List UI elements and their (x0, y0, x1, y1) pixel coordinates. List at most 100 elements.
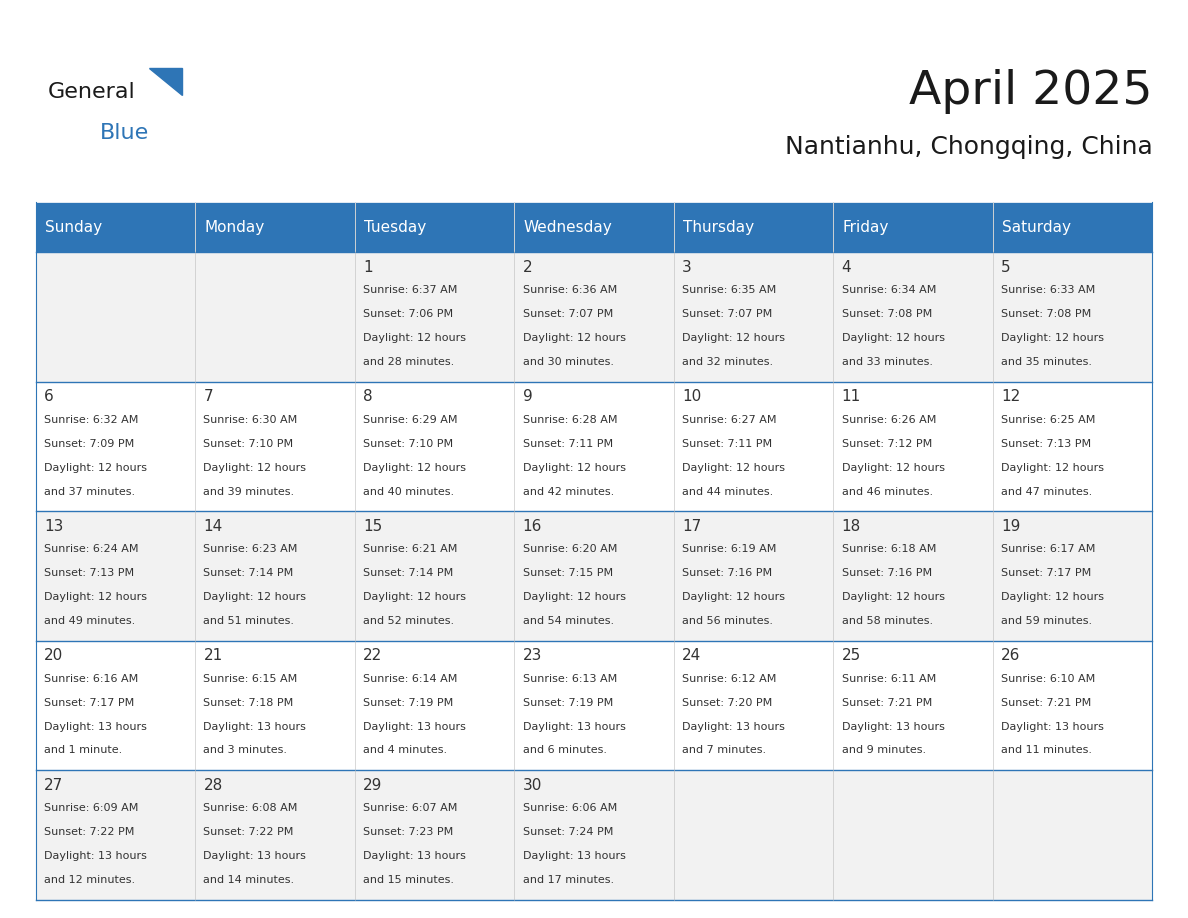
Bar (514, 382, 674, 511)
Text: Daylight: 12 hours: Daylight: 12 hours (682, 333, 785, 343)
Text: 11: 11 (841, 389, 861, 404)
Text: and 54 minutes.: and 54 minutes. (523, 616, 614, 626)
Bar (674, 252, 833, 382)
Text: Daylight: 12 hours: Daylight: 12 hours (203, 463, 307, 473)
Bar (674, 511, 833, 641)
Bar (36, 641, 195, 770)
Text: and 11 minutes.: and 11 minutes. (1001, 745, 1092, 756)
Text: Sunrise: 6:14 AM: Sunrise: 6:14 AM (364, 674, 457, 684)
Text: Sunrise: 6:33 AM: Sunrise: 6:33 AM (1001, 285, 1095, 296)
Text: 18: 18 (841, 519, 861, 533)
Text: Sunrise: 6:11 AM: Sunrise: 6:11 AM (841, 674, 936, 684)
Bar (195, 511, 355, 641)
Bar (674, 770, 833, 900)
Text: Friday: Friday (842, 219, 889, 235)
Text: Daylight: 12 hours: Daylight: 12 hours (523, 592, 626, 602)
Text: Sunset: 7:14 PM: Sunset: 7:14 PM (203, 568, 293, 578)
Text: Sunrise: 6:29 AM: Sunrise: 6:29 AM (364, 415, 457, 425)
Text: Daylight: 13 hours: Daylight: 13 hours (44, 722, 147, 732)
Text: and 52 minutes.: and 52 minutes. (364, 616, 454, 626)
Bar (993, 641, 1152, 770)
Bar (993, 382, 1152, 511)
Bar (833, 641, 993, 770)
Text: 24: 24 (682, 648, 701, 663)
Text: Sunset: 7:19 PM: Sunset: 7:19 PM (523, 698, 613, 708)
Text: Daylight: 12 hours: Daylight: 12 hours (682, 592, 785, 602)
Text: Sunset: 7:11 PM: Sunset: 7:11 PM (523, 439, 613, 449)
Text: Sunset: 7:22 PM: Sunset: 7:22 PM (203, 827, 293, 837)
Text: Daylight: 12 hours: Daylight: 12 hours (841, 592, 944, 602)
Bar (36, 252, 195, 382)
Text: and 46 minutes.: and 46 minutes. (841, 487, 933, 497)
Text: Sunset: 7:07 PM: Sunset: 7:07 PM (523, 309, 613, 319)
Bar (833, 382, 993, 511)
Text: Sunrise: 6:28 AM: Sunrise: 6:28 AM (523, 415, 617, 425)
Text: 6: 6 (44, 389, 53, 404)
Text: Sunrise: 6:36 AM: Sunrise: 6:36 AM (523, 285, 617, 296)
Text: Daylight: 12 hours: Daylight: 12 hours (44, 463, 147, 473)
Text: and 42 minutes.: and 42 minutes. (523, 487, 614, 497)
Text: Daylight: 13 hours: Daylight: 13 hours (364, 851, 466, 861)
Bar (514, 202, 674, 252)
Text: Sunrise: 6:27 AM: Sunrise: 6:27 AM (682, 415, 777, 425)
Text: General: General (48, 82, 135, 102)
Bar (36, 382, 195, 511)
Bar (355, 770, 514, 900)
Bar (195, 252, 355, 382)
Text: Sunrise: 6:34 AM: Sunrise: 6:34 AM (841, 285, 936, 296)
Text: 3: 3 (682, 260, 691, 274)
Text: Sunset: 7:11 PM: Sunset: 7:11 PM (682, 439, 772, 449)
Bar (674, 202, 833, 252)
Text: and 28 minutes.: and 28 minutes. (364, 357, 454, 367)
Text: Daylight: 13 hours: Daylight: 13 hours (44, 851, 147, 861)
Text: Daylight: 12 hours: Daylight: 12 hours (841, 333, 944, 343)
Text: Sunset: 7:10 PM: Sunset: 7:10 PM (364, 439, 453, 449)
Text: Sunrise: 6:20 AM: Sunrise: 6:20 AM (523, 544, 617, 554)
Text: Daylight: 13 hours: Daylight: 13 hours (203, 851, 307, 861)
Text: Daylight: 13 hours: Daylight: 13 hours (523, 851, 625, 861)
Text: Sunrise: 6:23 AM: Sunrise: 6:23 AM (203, 544, 298, 554)
Text: 22: 22 (364, 648, 383, 663)
Text: and 37 minutes.: and 37 minutes. (44, 487, 135, 497)
Text: Sunset: 7:08 PM: Sunset: 7:08 PM (1001, 309, 1092, 319)
Bar (833, 202, 993, 252)
Text: Sunset: 7:14 PM: Sunset: 7:14 PM (364, 568, 454, 578)
Bar (514, 770, 674, 900)
Text: 2: 2 (523, 260, 532, 274)
Text: Daylight: 12 hours: Daylight: 12 hours (523, 463, 626, 473)
Bar (195, 382, 355, 511)
Text: Daylight: 12 hours: Daylight: 12 hours (1001, 592, 1104, 602)
Text: Wednesday: Wednesday (524, 219, 613, 235)
Text: 4: 4 (841, 260, 852, 274)
Text: Sunrise: 6:25 AM: Sunrise: 6:25 AM (1001, 415, 1095, 425)
Text: and 14 minutes.: and 14 minutes. (203, 875, 295, 885)
Text: 15: 15 (364, 519, 383, 533)
Bar (36, 511, 195, 641)
Bar (833, 252, 993, 382)
Text: Daylight: 12 hours: Daylight: 12 hours (1001, 333, 1104, 343)
Text: Sunset: 7:23 PM: Sunset: 7:23 PM (364, 827, 454, 837)
Text: Sunset: 7:24 PM: Sunset: 7:24 PM (523, 827, 613, 837)
Text: Sunset: 7:13 PM: Sunset: 7:13 PM (44, 568, 134, 578)
Text: Sunrise: 6:09 AM: Sunrise: 6:09 AM (44, 803, 138, 813)
Text: Sunset: 7:08 PM: Sunset: 7:08 PM (841, 309, 931, 319)
Text: and 51 minutes.: and 51 minutes. (203, 616, 295, 626)
Text: and 30 minutes.: and 30 minutes. (523, 357, 613, 367)
Text: Daylight: 12 hours: Daylight: 12 hours (523, 333, 626, 343)
Text: and 44 minutes.: and 44 minutes. (682, 487, 773, 497)
Bar (195, 770, 355, 900)
Text: April 2025: April 2025 (909, 69, 1152, 115)
Bar (195, 641, 355, 770)
Text: 30: 30 (523, 778, 542, 792)
Text: and 49 minutes.: and 49 minutes. (44, 616, 135, 626)
Text: 7: 7 (203, 389, 213, 404)
Text: Daylight: 12 hours: Daylight: 12 hours (364, 463, 466, 473)
Bar (514, 511, 674, 641)
Text: and 1 minute.: and 1 minute. (44, 745, 122, 756)
Text: 20: 20 (44, 648, 63, 663)
Text: Daylight: 13 hours: Daylight: 13 hours (682, 722, 785, 732)
Bar (993, 511, 1152, 641)
Text: 28: 28 (203, 778, 222, 792)
Text: Tuesday: Tuesday (365, 219, 426, 235)
Text: and 12 minutes.: and 12 minutes. (44, 875, 135, 885)
